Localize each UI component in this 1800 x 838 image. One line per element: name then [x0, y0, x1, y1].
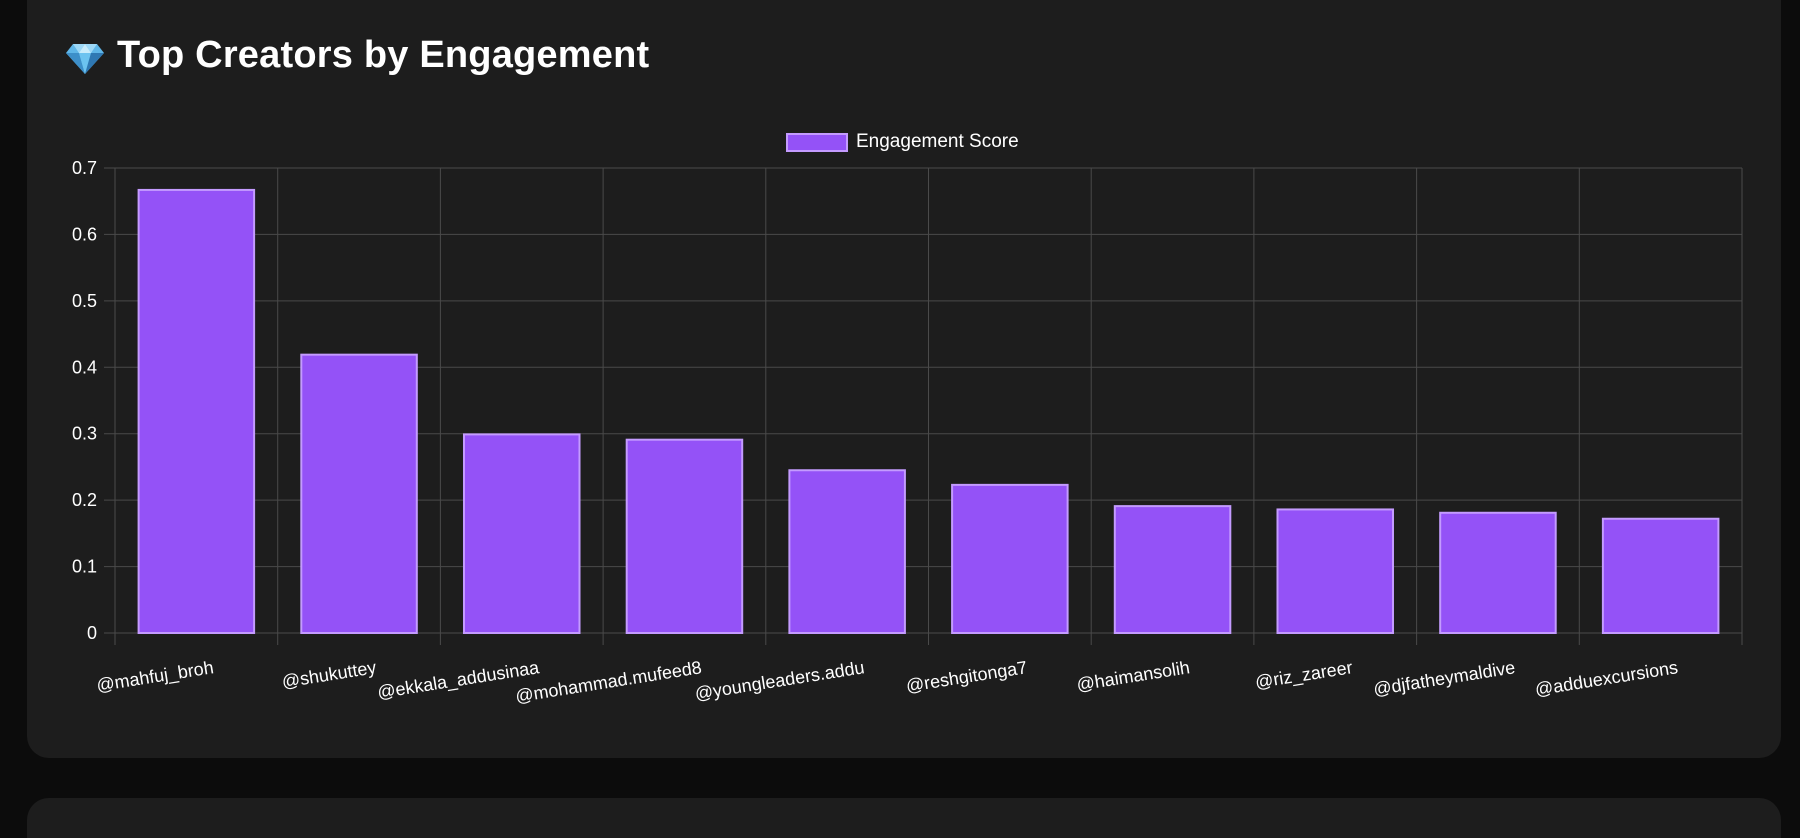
y-tick-label: 0.5	[72, 291, 97, 311]
bar	[1601, 517, 1720, 634]
chart-title-text: Top Creators by Engagement	[117, 34, 650, 76]
legend-swatch	[786, 132, 848, 152]
y-tick-label: 0	[87, 623, 97, 643]
bar	[1276, 508, 1395, 635]
bar	[462, 433, 581, 634]
x-tick-label: @adduexcursions	[1534, 657, 1680, 699]
y-tick-label: 0.6	[72, 224, 97, 244]
y-tick-label: 0.7	[72, 158, 97, 178]
bar	[951, 483, 1069, 634]
bar	[137, 188, 256, 635]
bar	[300, 353, 418, 634]
x-tick-label: @youngleaders.addu	[693, 657, 865, 704]
y-tick-label: 0.1	[72, 557, 97, 577]
y-tick-label: 0.2	[72, 490, 97, 510]
x-tick-label: @reshgitonga7	[904, 657, 1028, 696]
x-tick-label: @riz_zareer	[1254, 657, 1354, 693]
bar	[625, 438, 744, 635]
bar	[1439, 511, 1557, 634]
legend-label: Engagement Score	[856, 131, 1019, 152]
x-tick-label: @mahfuj_broh	[95, 657, 215, 696]
bar	[1113, 505, 1232, 634]
x-tick-label: @djfatheymaldive	[1372, 657, 1517, 699]
y-tick-label: 0.4	[72, 357, 97, 377]
x-tick-label: @mohammad.mufeed8	[514, 657, 703, 706]
bar-chart: 0 0.1 0.2 0.3 0.4 0.5 0.6 0.7 @mahfuj_broh @shuku…	[72, 158, 1743, 706]
y-tick-label: 0.3	[72, 424, 97, 444]
x-tick-label: @haimansolih	[1075, 657, 1191, 695]
bar	[788, 469, 906, 634]
chart-legend[interactable]: Engagement Score	[786, 131, 1019, 153]
x-tick-label: @shukuttey	[280, 657, 377, 692]
gem-icon	[66, 43, 104, 74]
chart-title: Top Creators by Engagement	[65, 34, 649, 77]
